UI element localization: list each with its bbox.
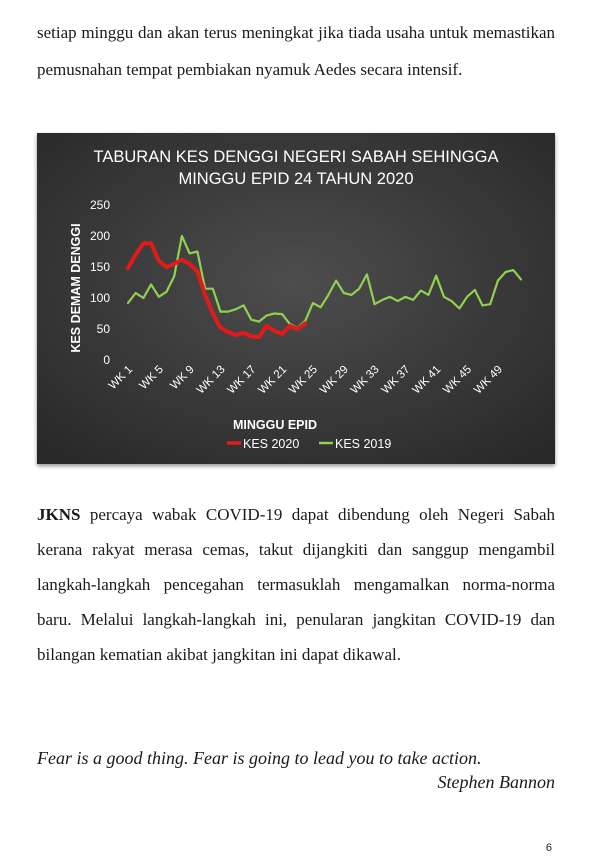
- y-axis-ticks: 0 50 100 150 200 250: [90, 198, 110, 367]
- quote-block: Fear is a good thing. Fear is going to l…: [37, 746, 555, 794]
- legend-label: KES 2019: [335, 437, 391, 451]
- body-paragraph-text: percaya wabak COVID-19 dapat dibendung o…: [37, 505, 555, 664]
- chart-background: [37, 133, 555, 464]
- y-axis-title: KES DEMAM DENGGI: [69, 223, 83, 352]
- page-number: 6: [545, 842, 552, 854]
- y-tick-label: 200: [90, 229, 110, 243]
- y-tick-label: 150: [90, 260, 110, 274]
- series-line-kes-2020: [126, 241, 308, 340]
- y-tick-label: 50: [97, 322, 111, 336]
- chart-legend: KES 2020 KES 2019: [227, 437, 391, 451]
- quote-text: Fear is a good thing. Fear is going to l…: [37, 748, 482, 768]
- y-tick-label: 100: [90, 291, 110, 305]
- x-axis-title: MINGGU EPID: [233, 418, 317, 432]
- body-paragraph: JKNS percaya wabak COVID-19 dapat dibend…: [37, 497, 555, 672]
- dengue-chart: TABURAN KES DENGGI NEGERI SABAH SEHINGGA…: [37, 133, 555, 464]
- series-line-kes-2019: [126, 234, 523, 329]
- legend-label: KES 2020: [243, 437, 299, 451]
- y-tick-label: 0: [103, 353, 110, 367]
- series-layer: [126, 234, 523, 340]
- org-abbreviation: JKNS: [37, 505, 81, 524]
- chart-title-line1: TABURAN KES DENGGI NEGERI SABAH SEHINGGA: [94, 148, 499, 166]
- chart-title-line2: MINGGU EPID 24 TAHUN 2020: [178, 170, 413, 188]
- intro-paragraph: setiap minggu dan akan terus meningkat j…: [37, 23, 555, 79]
- chart-svg: TABURAN KES DENGGI NEGERI SABAH SEHINGGA…: [37, 133, 555, 464]
- quote-author: Stephen Bannon: [437, 772, 555, 792]
- y-tick-label: 250: [90, 198, 110, 212]
